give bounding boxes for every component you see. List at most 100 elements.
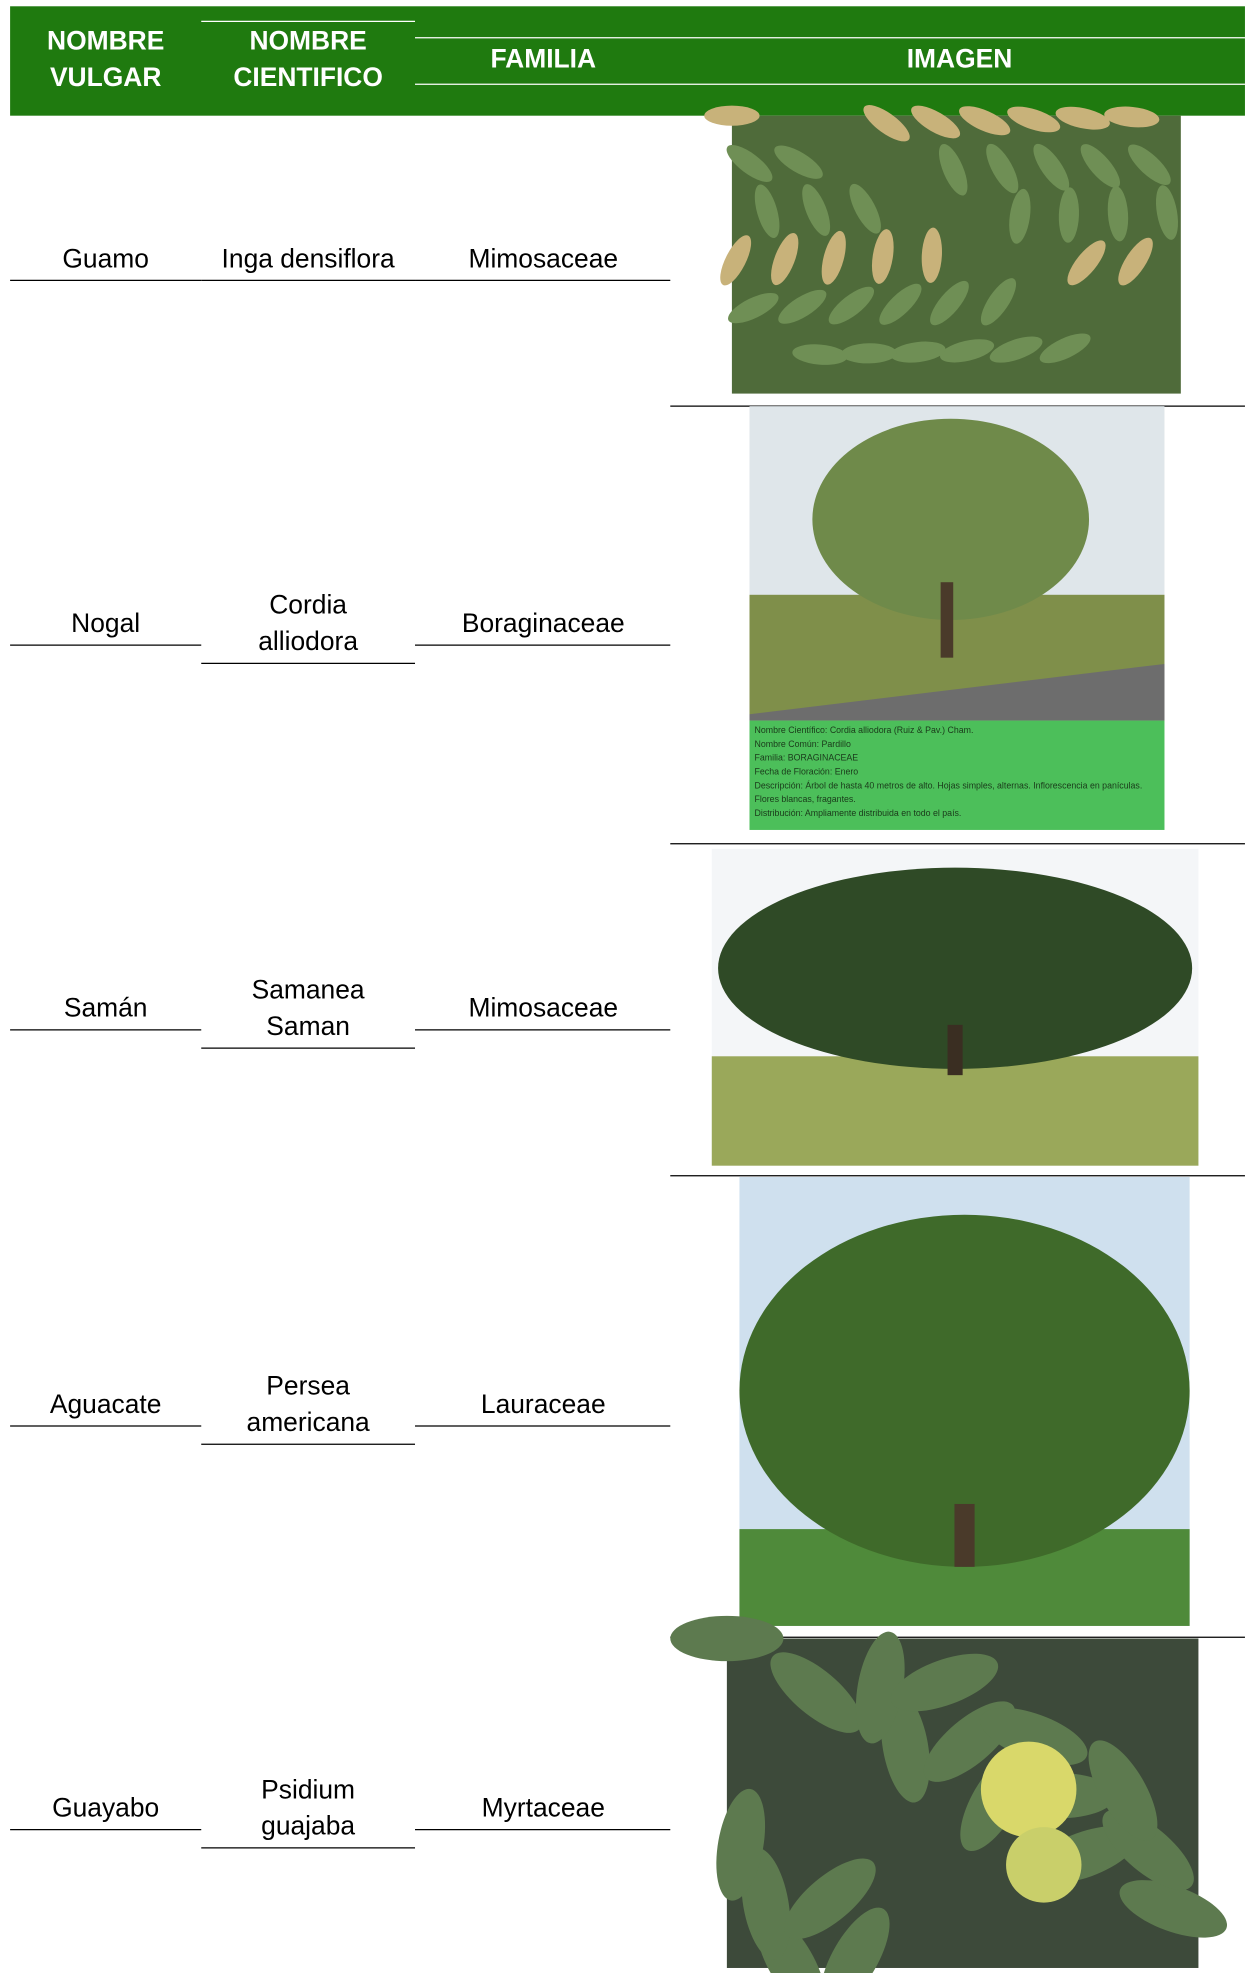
cell-text: Myrtaceae — [482, 1792, 605, 1822]
cell-text: Mimosaceae — [468, 993, 618, 1023]
cell-text: Nogal — [71, 608, 140, 638]
leaf — [921, 227, 942, 283]
leaf — [1039, 333, 1091, 364]
crown — [739, 1214, 1190, 1567]
crown — [718, 867, 1193, 1069]
cell-text: Psidium — [261, 1774, 355, 1804]
header-label: IMAGEN — [907, 43, 1013, 73]
leaf — [1055, 106, 1110, 130]
crown — [812, 418, 1090, 620]
leaf — [774, 145, 823, 179]
leaf — [704, 105, 760, 126]
header-rules — [201, 20, 1245, 85]
leaf — [879, 283, 922, 325]
leaf — [820, 1907, 890, 1973]
caption-line: Nombre Científico: Cordia alliodora (Rui… — [755, 725, 974, 735]
cell-text: Guamo — [62, 243, 149, 273]
leaf — [1033, 143, 1070, 191]
photo — [704, 105, 1181, 394]
leaf — [890, 1653, 999, 1712]
trunk — [947, 1024, 963, 1076]
leaf — [1119, 1880, 1228, 1938]
header-label: NOMBRE — [47, 26, 164, 56]
header-label: NOMBRE — [249, 26, 366, 56]
leaf — [855, 1631, 905, 1744]
caption-line: Familia: BORAGINACEAE — [755, 753, 859, 763]
cell-text: Saman — [266, 1011, 350, 1041]
header-label: CIENTIFICO — [233, 62, 383, 92]
road — [749, 663, 1165, 721]
leaf — [986, 143, 1019, 194]
fruit — [980, 1741, 1077, 1838]
header-band — [10, 6, 1245, 116]
cell-text: Samanea — [252, 974, 365, 1004]
leaf — [979, 1707, 1088, 1766]
header-label: VULGAR — [50, 62, 161, 92]
leaf — [1107, 186, 1129, 242]
leaf — [959, 106, 1011, 136]
leaf — [728, 292, 779, 324]
leaf — [1088, 1740, 1158, 1841]
caption-line: Flores blancas, fragantes. — [755, 794, 856, 804]
caption-line: Fecha de Floración: Enero — [755, 766, 859, 776]
leaf — [841, 343, 897, 364]
leaf — [1009, 188, 1031, 244]
leaf — [989, 336, 1043, 363]
leaf — [911, 105, 961, 139]
leaf — [1007, 106, 1061, 133]
cell-text: guajaba — [261, 1811, 355, 1841]
leaf — [1128, 144, 1171, 185]
leaf — [1118, 237, 1153, 286]
leaf — [890, 341, 946, 363]
leaf — [980, 278, 1017, 326]
leaf — [1155, 185, 1179, 240]
cell-text: Samán — [64, 993, 148, 1023]
caption-line: Nombre Común: Pardillo — [755, 739, 851, 749]
trunk — [954, 1503, 975, 1567]
leaf — [930, 280, 969, 326]
leaf — [940, 339, 995, 363]
cell-text: Lauraceae — [481, 1389, 606, 1419]
cell-text: Mimosaceae — [468, 243, 618, 273]
leaf — [871, 229, 894, 284]
leaf — [778, 289, 827, 324]
leaf — [670, 1615, 784, 1662]
leaf — [938, 143, 968, 196]
photo — [711, 848, 1199, 1166]
leaf — [821, 230, 846, 285]
caption-line: Distribución: Ampliamente distribuida en… — [755, 808, 962, 818]
cell-text: Guayabo — [52, 1792, 159, 1822]
leaf — [771, 232, 799, 286]
leaf — [1104, 106, 1160, 128]
leaf — [726, 144, 773, 182]
leaf — [863, 105, 910, 142]
cell-text: Boraginaceae — [462, 608, 625, 638]
photo: Nombre Científico: Cordia alliodora (Rui… — [749, 406, 1165, 830]
photo — [670, 1615, 1228, 1973]
leaf — [1067, 240, 1106, 286]
leaf — [1080, 144, 1121, 188]
cell-text: Inga densiflora — [222, 243, 395, 273]
cell-text: alliodora — [258, 626, 358, 656]
leaf — [792, 344, 848, 365]
leaf — [784, 1858, 876, 1940]
trunk — [940, 582, 954, 658]
cell-text: Persea — [266, 1371, 350, 1401]
leaf — [828, 286, 875, 325]
cell-text: Aguacate — [50, 1389, 162, 1419]
leaf — [849, 183, 881, 234]
leaf — [770, 1652, 862, 1733]
caption-box — [749, 720, 1165, 830]
leaf — [754, 184, 780, 238]
leaf — [802, 184, 831, 236]
cell-text: Cordia — [269, 590, 347, 620]
header-label: FAMILIA — [490, 43, 596, 73]
photo — [739, 1177, 1190, 1626]
fruit — [1006, 1827, 1082, 1903]
caption-line: Descripción: Árbol de hasta 40 metros de… — [755, 780, 1143, 790]
cell-text: americana — [247, 1407, 371, 1437]
leaf — [720, 235, 752, 286]
leaf — [1058, 187, 1080, 243]
leaf — [716, 1788, 766, 1901]
